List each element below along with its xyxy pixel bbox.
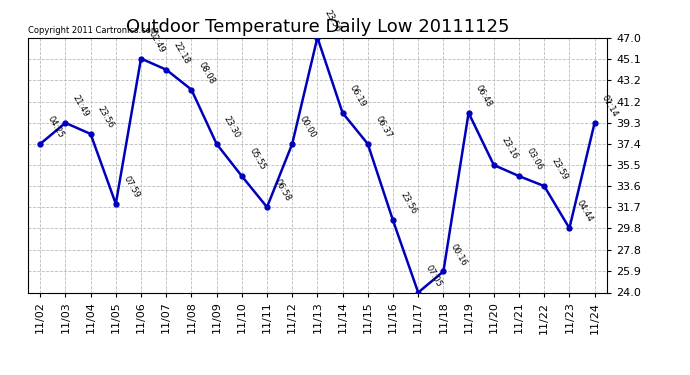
- Text: Copyright 2011 Cartronics.com: Copyright 2011 Cartronics.com: [28, 26, 159, 35]
- Text: 23:56: 23:56: [399, 191, 418, 216]
- Text: 04:25: 04:25: [46, 115, 66, 140]
- Text: 06:37: 06:37: [373, 114, 393, 140]
- Text: 07:05: 07:05: [424, 263, 444, 288]
- Text: 01:14: 01:14: [600, 94, 620, 119]
- Title: Outdoor Temperature Daily Low 20111125: Outdoor Temperature Daily Low 20111125: [126, 18, 509, 36]
- Text: 23:30: 23:30: [222, 114, 242, 140]
- Text: 23:59: 23:59: [550, 157, 569, 182]
- Text: 22:18: 22:18: [172, 40, 192, 66]
- Text: 06:48: 06:48: [474, 84, 494, 109]
- Text: 00:00: 00:00: [298, 115, 317, 140]
- Text: 02:49: 02:49: [146, 29, 166, 54]
- Text: 04:44: 04:44: [575, 199, 595, 224]
- Text: 23:56: 23:56: [323, 8, 343, 33]
- Text: 21:49: 21:49: [71, 94, 90, 119]
- Text: 03:06: 03:06: [524, 147, 544, 172]
- Text: 23:16: 23:16: [500, 135, 519, 161]
- Text: 23:56: 23:56: [96, 105, 116, 130]
- Text: 06:58: 06:58: [273, 178, 293, 203]
- Text: 00:16: 00:16: [449, 242, 469, 267]
- Text: 08:08: 08:08: [197, 60, 217, 86]
- Text: 06:19: 06:19: [348, 84, 368, 109]
- Text: 07:59: 07:59: [121, 174, 141, 200]
- Text: 05:55: 05:55: [247, 147, 267, 172]
